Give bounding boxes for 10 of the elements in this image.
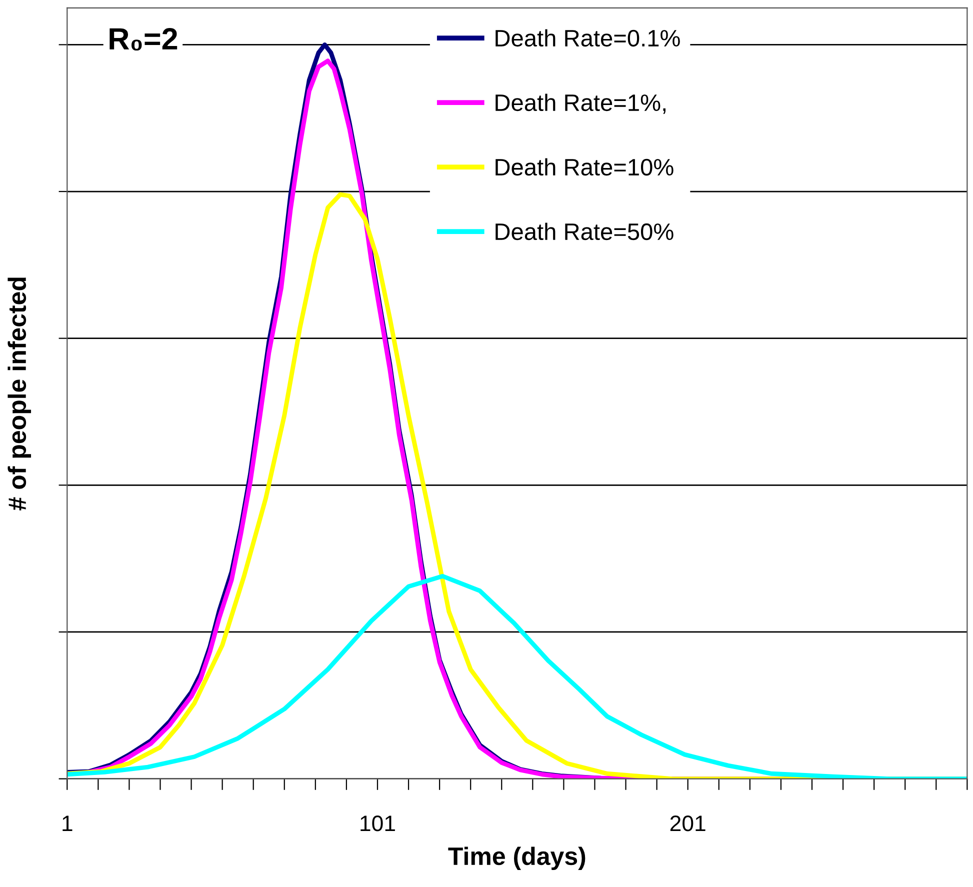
legend-label: Death Rate=10% bbox=[496, 158, 674, 176]
legend-label: Death Rate=50% bbox=[496, 222, 674, 240]
y-axis-title: # of people infected bbox=[8, 278, 32, 510]
legend-label: Death Rate=0.1% bbox=[496, 29, 680, 47]
chart-title: R₀=2 bbox=[110, 28, 178, 50]
x-axis-title: Time (days) bbox=[448, 846, 586, 870]
legend-label: Death Rate=1%, bbox=[496, 94, 666, 114]
x-tick-label: 101 bbox=[360, 815, 395, 832]
x-tick-label: 1 bbox=[62, 816, 72, 831]
x-tick-label: 201 bbox=[670, 815, 706, 832]
